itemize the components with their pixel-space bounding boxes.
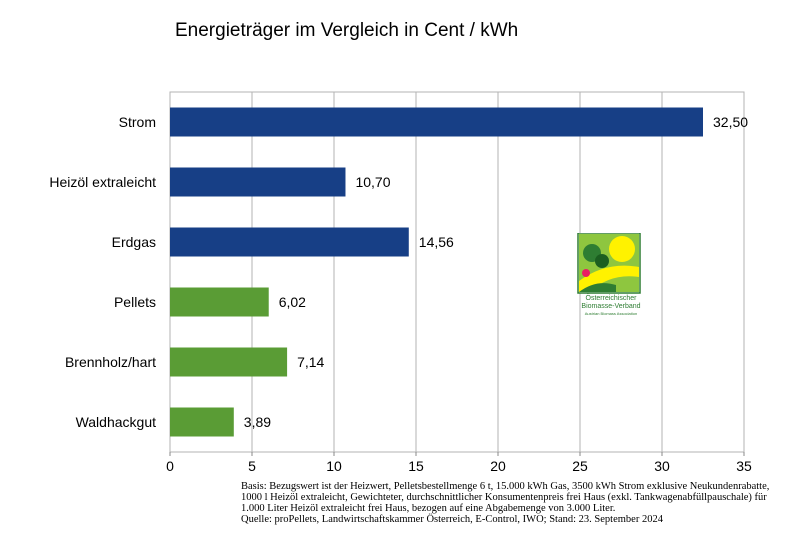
category-label: Pellets xyxy=(114,294,156,310)
value-label: 6,02 xyxy=(279,294,306,310)
category-label: Heizöl extraleicht xyxy=(49,174,156,190)
category-label: Erdgas xyxy=(112,234,156,250)
logo-emblem-icon xyxy=(577,232,641,294)
x-tick-label: 35 xyxy=(736,458,752,474)
biomasse-verband-logo: Österreichischer Biomasse-Verband Austri… xyxy=(576,232,646,323)
x-tick-label: 15 xyxy=(408,458,424,474)
plot-frame xyxy=(169,91,745,453)
source-note: Quelle: proPellets, Landwirtschaftskamme… xyxy=(241,514,663,525)
bar-5 xyxy=(170,407,234,437)
chart-title: Energieträger im Vergleich in Cent / kWh xyxy=(175,20,519,41)
value-label: 10,70 xyxy=(355,174,390,190)
x-tick-label: 10 xyxy=(326,458,342,474)
logo-text-line1: Österreichischer xyxy=(585,295,637,302)
x-tick-label: 30 xyxy=(654,458,670,474)
x-tick-label: 20 xyxy=(490,458,506,474)
x-tick-label: 5 xyxy=(248,458,256,474)
x-tick-label: 25 xyxy=(572,458,588,474)
logo-text-line3: Austrian Biomass Association xyxy=(584,311,638,316)
logo-text-line2: Biomasse-Verband xyxy=(581,303,641,310)
category-label: Strom xyxy=(119,114,156,130)
value-label: 3,89 xyxy=(244,414,271,430)
bar-4 xyxy=(170,347,288,377)
bar-1 xyxy=(170,167,346,197)
bar-0 xyxy=(170,107,703,137)
basis-note: Basis: Bezugswert ist der Heizwert, Pell… xyxy=(241,481,770,514)
value-label: 32,50 xyxy=(713,114,748,130)
value-label: 14,56 xyxy=(419,234,454,250)
category-label: Waldhackgut xyxy=(76,414,157,430)
bar-2 xyxy=(170,227,409,257)
x-tick-label: 0 xyxy=(166,458,174,474)
value-label: 7,14 xyxy=(297,354,324,370)
bar-3 xyxy=(170,287,269,317)
category-label: Brennholz/hart xyxy=(65,354,156,370)
footnotes: Basis: Bezugswert ist der Heizwert, Pell… xyxy=(241,481,771,525)
